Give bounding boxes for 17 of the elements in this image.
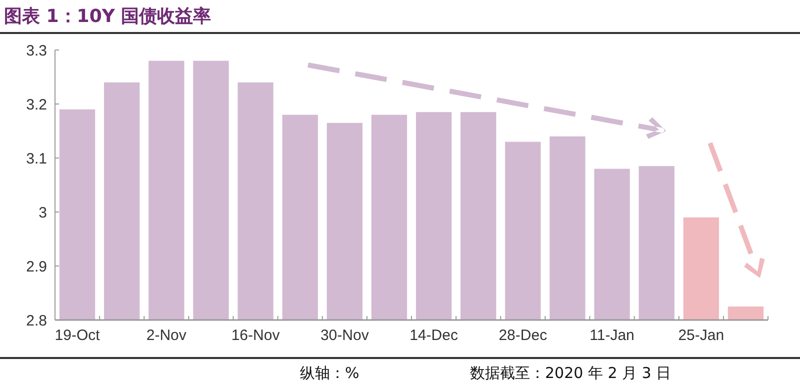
y-tick-label: 3 [38,204,47,222]
y-tick-label: 3.3 [26,42,47,60]
x-tick-label: 16-Nov [231,327,280,344]
text: 纵轴：% [300,364,360,382]
y-tick-label: 3.2 [26,96,47,114]
y-tick-label: 2.8 [26,312,47,330]
x-tick-label: 30-Nov [320,327,370,344]
x-tick-label: 14-Dec [410,327,458,344]
y-tick-label: 3.1 [26,150,47,168]
text: 数据截至：2020 年 2 月 3 日 [470,364,672,382]
x-tick-label: 28-Dec [498,327,548,344]
y-tick-label: 2.9 [26,258,47,276]
x-tick-label: 11-Jan [590,327,634,344]
chart-title: 图表 1：10Y 国债收益率 [4,6,212,27]
x-tick-label: 19-Oct [54,327,101,344]
x-tick-label: 25-Jan [678,327,724,344]
x-tick-label: 2-Nov [146,327,187,344]
